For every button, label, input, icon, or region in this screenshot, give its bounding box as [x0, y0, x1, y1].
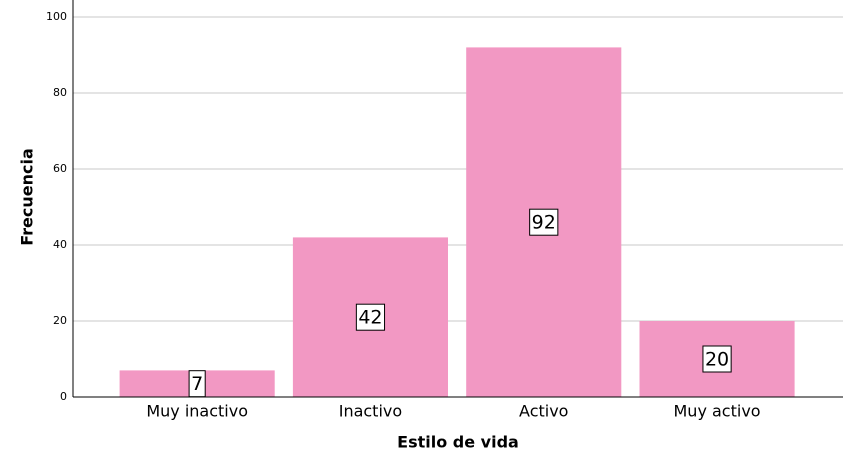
- value-label: 7: [191, 373, 203, 395]
- value-label-box: [355, 303, 386, 331]
- x-tick-label: Muy activo: [674, 402, 761, 421]
- value-label-box: [529, 208, 559, 236]
- x-tick-label: Activo: [519, 402, 568, 421]
- value-label: 92: [532, 212, 556, 234]
- value-label-box: [702, 345, 732, 373]
- y-tick-label: 100: [46, 10, 67, 23]
- value-label-group: 42: [355, 303, 386, 331]
- y-tick-label: 20: [53, 314, 67, 327]
- x-axis-title: Estilo de vida: [397, 433, 519, 452]
- value-label-group: 20: [702, 345, 732, 373]
- y-tick-label: 80: [53, 86, 67, 99]
- value-label: 20: [705, 349, 729, 371]
- x-tick-label: Muy inactivo: [146, 402, 248, 421]
- value-label: 42: [358, 307, 382, 329]
- y-tick-label: 40: [53, 238, 67, 251]
- value-label-group: 7: [188, 370, 206, 398]
- x-tick-label: Inactivo: [339, 402, 402, 421]
- value-label-group: 92: [529, 208, 559, 236]
- y-tick-label: 0: [60, 390, 67, 403]
- y-axis-title: Frecuencia: [18, 148, 37, 246]
- y-tick-label: 60: [53, 162, 67, 175]
